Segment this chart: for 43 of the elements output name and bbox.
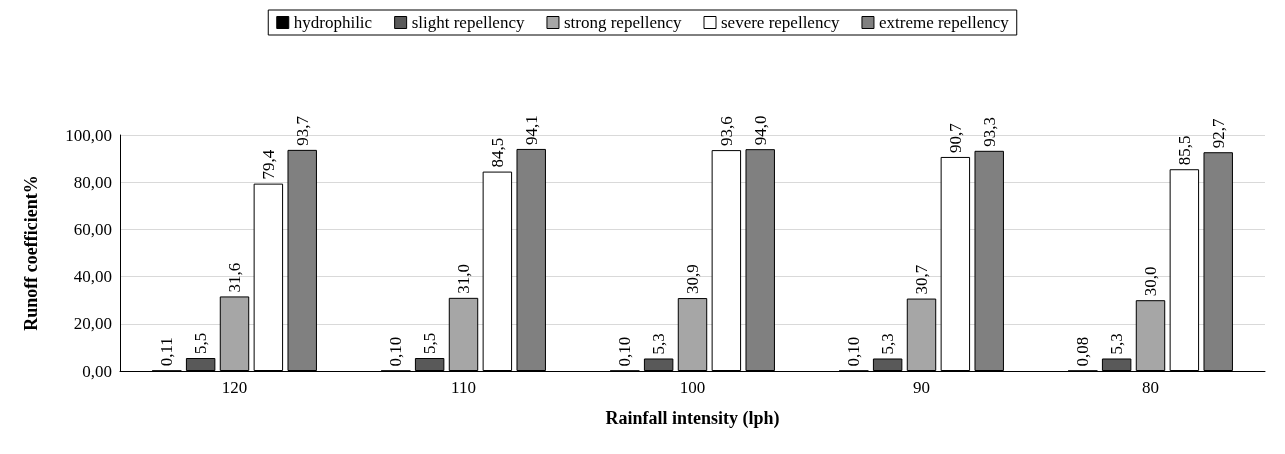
data-label: 30,9 <box>683 264 702 295</box>
data-label: 30,7 <box>912 264 931 295</box>
data-label: 85,5 <box>1174 135 1194 166</box>
data-label: 79,4 <box>258 149 278 180</box>
y-tick-label: 100,00 <box>65 125 112 145</box>
y-tick-label: 0,00 <box>82 361 112 381</box>
data-label: 5,3 <box>1107 333 1127 355</box>
x-tick-label: 120 <box>221 378 248 397</box>
y-tick-label: 20,00 <box>73 314 112 334</box>
data-label: 5,5 <box>420 332 440 355</box>
data-label: 90,7 <box>945 122 965 153</box>
legend-label: strong repellency <box>563 13 682 32</box>
legend-label: slight repellency <box>411 13 525 32</box>
x-axis-title: Rainfall intensity (lph) <box>605 408 780 429</box>
data-label: 94,1 <box>521 115 541 145</box>
data-label: 93,3 <box>979 117 999 147</box>
data-label: 0,10 <box>615 336 635 367</box>
data-label: 92,7 <box>1208 117 1228 149</box>
x-tick-label: 110 <box>451 378 476 397</box>
data-label: 84,5 <box>487 137 507 168</box>
x-tick-label: 100 <box>679 378 706 397</box>
data-label: 0,08 <box>1073 336 1093 367</box>
x-tick-label: 80 <box>1142 378 1159 397</box>
data-label: 5,3 <box>878 333 898 355</box>
y-tick-label: 60,00 <box>73 219 112 239</box>
data-label: 31,6 <box>225 262 244 293</box>
legend-label: extreme repellency <box>878 13 1010 32</box>
data-label: 5,5 <box>191 332 211 355</box>
x-tick-label: 90 <box>913 378 930 397</box>
data-label: 5,3 <box>649 333 669 355</box>
data-label: 30,0 <box>1141 266 1160 297</box>
data-label: 0,10 <box>844 336 864 367</box>
y-tick-label: 40,00 <box>73 267 112 287</box>
data-label: 31,0 <box>454 264 473 294</box>
y-tick-label: 80,00 <box>73 172 112 192</box>
y-axis-title: Runoff coefficient% <box>21 175 41 331</box>
data-label: 0,11 <box>157 337 177 367</box>
data-label: 93,7 <box>292 115 312 146</box>
data-label: 93,6 <box>716 116 736 147</box>
data-label: 0,10 <box>386 336 406 367</box>
legend-label: severe repellency <box>721 13 840 32</box>
data-label: 94,0 <box>750 115 770 146</box>
legend-label: hydrophilic <box>293 13 373 32</box>
